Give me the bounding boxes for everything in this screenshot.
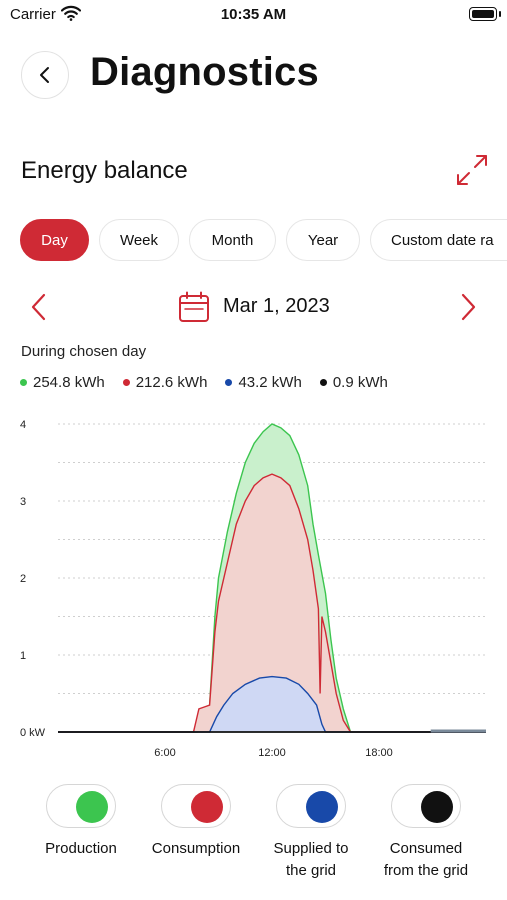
series-line-2 bbox=[58, 675, 486, 733]
series-line-0 bbox=[58, 423, 486, 733]
consumption-knob bbox=[191, 791, 223, 823]
period-tabs: Day Week Month Year Custom date ra bbox=[20, 219, 507, 261]
clock: 10:35 AM bbox=[220, 6, 287, 23]
y-tick-label: 0 kW bbox=[20, 727, 46, 739]
summary-supplied: 43.2 kWh bbox=[225, 374, 302, 391]
summary-consumption-value: 212.6 kWh bbox=[135, 374, 208, 391]
chevron-left-icon bbox=[31, 293, 46, 321]
summary-consumed-grid-value: 0.9 kWh bbox=[332, 374, 388, 391]
expand-button[interactable] bbox=[454, 152, 490, 188]
supplied-grid-label: Supplied to the grid bbox=[273, 840, 349, 879]
summary-consumed-grid: 0.9 kWh bbox=[319, 374, 388, 391]
x-tick-label: 18:00 bbox=[365, 747, 393, 759]
series-toggles: Production Consumption Supplied to the gr… bbox=[0, 784, 507, 894]
y-tick-label: 1 bbox=[20, 650, 26, 662]
summary-consumption: 212.6 kWh bbox=[122, 374, 208, 391]
supplied-grid-knob bbox=[306, 791, 338, 823]
x-tick-label: 6:00 bbox=[154, 747, 175, 759]
production-knob bbox=[76, 791, 108, 823]
calendar-icon[interactable] bbox=[178, 291, 210, 323]
page-title: Diagnostics bbox=[90, 50, 319, 94]
tab-custom-date-range[interactable]: Custom date ra bbox=[370, 219, 507, 261]
wifi-icon bbox=[60, 5, 82, 25]
toggle-consumed-grid[interactable]: Consumed from the grid bbox=[366, 784, 486, 882]
supplied-dot bbox=[225, 379, 233, 386]
consumption-label: Consumption bbox=[151, 840, 241, 857]
toggle-supplied-grid[interactable]: Supplied to the grid bbox=[251, 784, 371, 882]
date-selector: Mar 1, 2023 bbox=[0, 287, 507, 327]
tab-week[interactable]: Week bbox=[99, 219, 179, 261]
tab-month[interactable]: Month bbox=[189, 219, 276, 261]
expand-icon bbox=[457, 155, 487, 185]
production-dot bbox=[20, 379, 27, 386]
date-label[interactable]: Mar 1, 2023 bbox=[223, 295, 330, 317]
chevron-right-icon bbox=[461, 293, 476, 321]
carrier-label: Carrier bbox=[10, 6, 56, 23]
toggle-consumption[interactable]: Consumption bbox=[136, 784, 256, 860]
consumed-grid-label: Consumed from the grid bbox=[383, 840, 469, 879]
status-bar: Carrier 10:35 AM bbox=[0, 0, 507, 30]
series-area-2 bbox=[58, 676, 486, 732]
back-button[interactable] bbox=[21, 51, 69, 99]
production-label: Production bbox=[45, 840, 117, 857]
battery-icon bbox=[469, 7, 501, 21]
energy-chart[interactable]: 0 kW 1 2 3 4 6:00 12:00 18:00 bbox=[0, 408, 507, 768]
summary-production-value: 254.8 kWh bbox=[33, 374, 105, 391]
consumption-dot bbox=[122, 379, 130, 386]
supplied-grid-switch[interactable] bbox=[276, 784, 346, 828]
summary-supplied-value: 43.2 kWh bbox=[238, 374, 302, 391]
y-tick-label: 3 bbox=[20, 496, 26, 508]
consumed-grid-dot bbox=[319, 379, 327, 386]
period-caption: During chosen day bbox=[21, 343, 147, 360]
chevron-left-icon bbox=[40, 67, 49, 83]
series-line-1 bbox=[58, 473, 486, 733]
production-switch[interactable] bbox=[46, 784, 116, 828]
summary-values: 254.8 kWh 212.6 kWh 43.2 kWh 0.9 kWh bbox=[20, 374, 388, 391]
section-title: Energy balance bbox=[21, 157, 188, 184]
toggle-production[interactable]: Production bbox=[21, 784, 141, 860]
y-tick-label: 2 bbox=[20, 573, 26, 585]
next-date-button[interactable] bbox=[456, 291, 480, 323]
consumed-grid-knob bbox=[421, 791, 453, 823]
summary-production: 254.8 kWh bbox=[20, 374, 105, 391]
y-tick-label: 4 bbox=[20, 419, 26, 431]
tab-day[interactable]: Day bbox=[20, 219, 89, 261]
x-tick-label: 12:00 bbox=[258, 747, 286, 759]
tab-year[interactable]: Year bbox=[286, 219, 360, 261]
series-area-1 bbox=[58, 474, 486, 732]
previous-date-button[interactable] bbox=[27, 291, 51, 323]
consumption-switch[interactable] bbox=[161, 784, 231, 828]
consumed-grid-switch[interactable] bbox=[391, 784, 461, 828]
